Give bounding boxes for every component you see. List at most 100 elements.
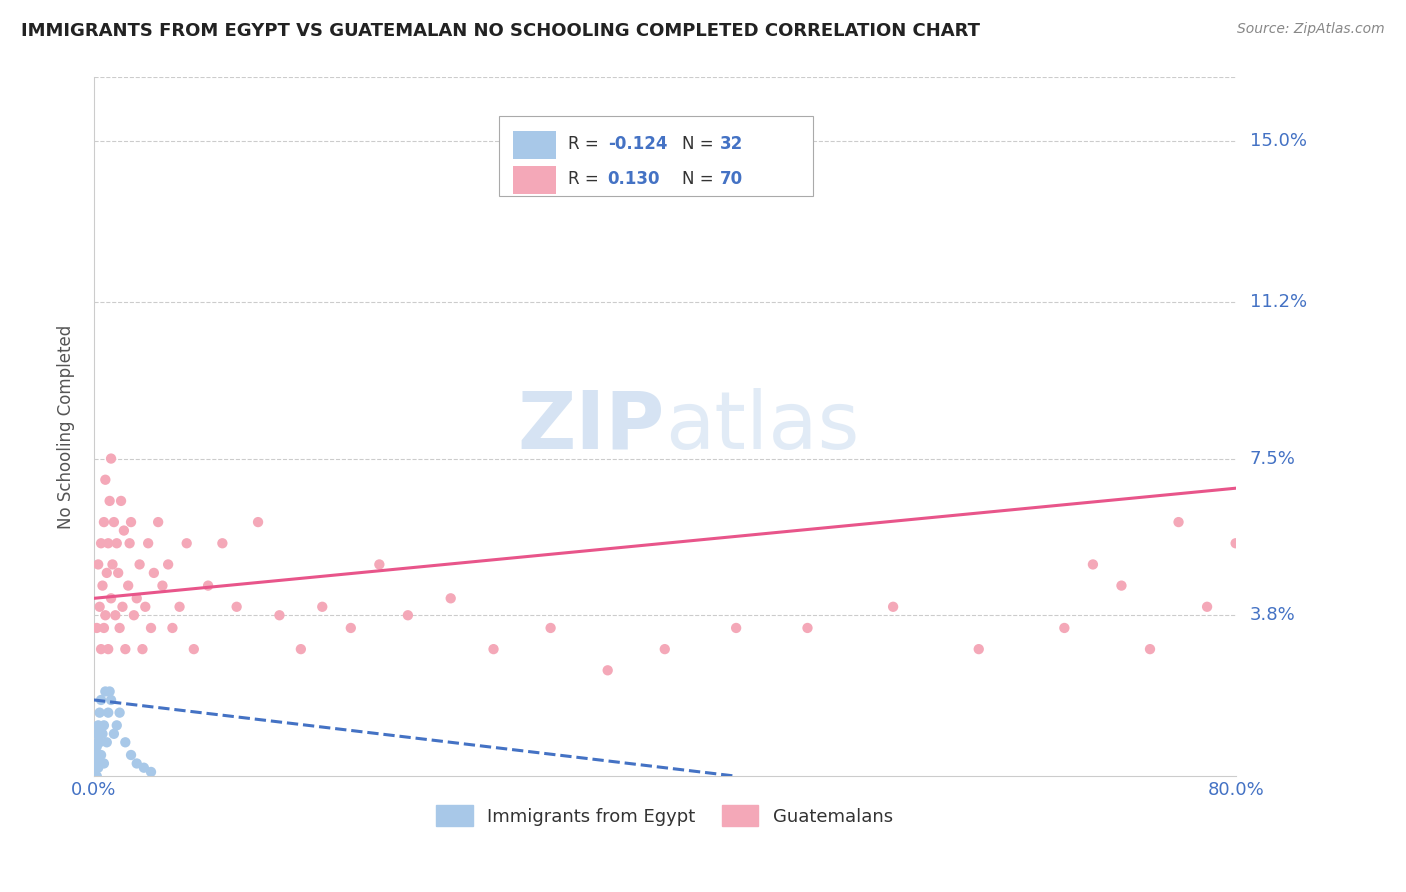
Point <box>93 756 115 771</box>
Point <box>183 642 205 657</box>
Point <box>101 558 124 572</box>
Point <box>132 761 155 775</box>
Point <box>98 494 121 508</box>
Point <box>225 599 247 614</box>
Point <box>882 599 904 614</box>
Text: atlas: atlas <box>665 388 859 466</box>
Point <box>86 621 108 635</box>
Point <box>596 663 619 677</box>
Point <box>87 747 110 762</box>
Point <box>654 642 676 657</box>
Point <box>176 536 198 550</box>
Text: N =: N = <box>682 135 718 153</box>
Point <box>91 579 114 593</box>
Text: R =: R = <box>568 169 603 187</box>
Point <box>93 718 115 732</box>
Text: 11.2%: 11.2% <box>1250 293 1306 311</box>
Point <box>197 579 219 593</box>
Text: 3.8%: 3.8% <box>1250 607 1295 624</box>
Point <box>89 599 111 614</box>
Point <box>112 524 135 538</box>
Point <box>368 558 391 572</box>
Point <box>90 536 112 550</box>
Point <box>97 642 120 657</box>
Point <box>131 642 153 657</box>
Point <box>86 739 108 754</box>
Point <box>108 706 131 720</box>
Point <box>108 621 131 635</box>
Point <box>796 621 818 635</box>
Point <box>89 706 111 720</box>
Point <box>440 591 463 606</box>
Point <box>152 579 174 593</box>
Point <box>90 642 112 657</box>
Point <box>89 735 111 749</box>
Point <box>100 591 122 606</box>
Point <box>122 608 145 623</box>
Point <box>86 769 108 783</box>
Point <box>114 642 136 657</box>
Point <box>93 515 115 529</box>
Legend: Immigrants from Egypt, Guatemalans: Immigrants from Egypt, Guatemalans <box>429 798 900 833</box>
Point <box>134 599 156 614</box>
Point <box>94 608 117 623</box>
Point <box>269 608 291 623</box>
Point <box>396 608 419 623</box>
Text: ZIP: ZIP <box>517 388 665 466</box>
Point <box>1167 515 1189 529</box>
Point <box>1081 558 1104 572</box>
Point <box>100 693 122 707</box>
Point <box>118 536 141 550</box>
Point <box>139 764 162 779</box>
FancyBboxPatch shape <box>499 116 813 196</box>
Point <box>111 599 134 614</box>
Point <box>125 756 148 771</box>
Point <box>90 693 112 707</box>
Point <box>87 761 110 775</box>
Point <box>103 515 125 529</box>
Text: N =: N = <box>682 169 718 187</box>
Point <box>169 599 191 614</box>
Point <box>97 536 120 550</box>
Text: 32: 32 <box>720 135 742 153</box>
Point <box>146 515 169 529</box>
Point <box>105 536 128 550</box>
Point <box>117 579 139 593</box>
Bar <box>513 166 557 194</box>
Point <box>91 727 114 741</box>
Point <box>136 536 159 550</box>
Point <box>1197 599 1219 614</box>
Point <box>87 735 110 749</box>
Point <box>247 515 270 529</box>
Bar <box>513 131 557 160</box>
Point <box>97 706 120 720</box>
Point <box>157 558 180 572</box>
Point <box>311 599 333 614</box>
Point <box>120 515 142 529</box>
Point <box>128 558 150 572</box>
Point <box>211 536 233 550</box>
Point <box>1225 536 1247 550</box>
Point <box>87 718 110 732</box>
Point <box>1139 642 1161 657</box>
Point <box>90 747 112 762</box>
Text: 15.0%: 15.0% <box>1250 132 1306 150</box>
Point <box>1053 621 1076 635</box>
Text: R =: R = <box>568 135 603 153</box>
Point <box>84 761 107 775</box>
Point <box>114 735 136 749</box>
Point <box>84 769 107 783</box>
Point <box>103 727 125 741</box>
Point <box>290 642 312 657</box>
Point <box>89 756 111 771</box>
Point <box>98 684 121 698</box>
Text: -0.124: -0.124 <box>607 135 668 153</box>
Point <box>1111 579 1133 593</box>
Point <box>340 621 363 635</box>
Point <box>110 494 132 508</box>
Point <box>725 621 748 635</box>
Point <box>84 747 107 762</box>
Text: Source: ZipAtlas.com: Source: ZipAtlas.com <box>1237 22 1385 37</box>
Point <box>94 473 117 487</box>
Point <box>125 591 148 606</box>
